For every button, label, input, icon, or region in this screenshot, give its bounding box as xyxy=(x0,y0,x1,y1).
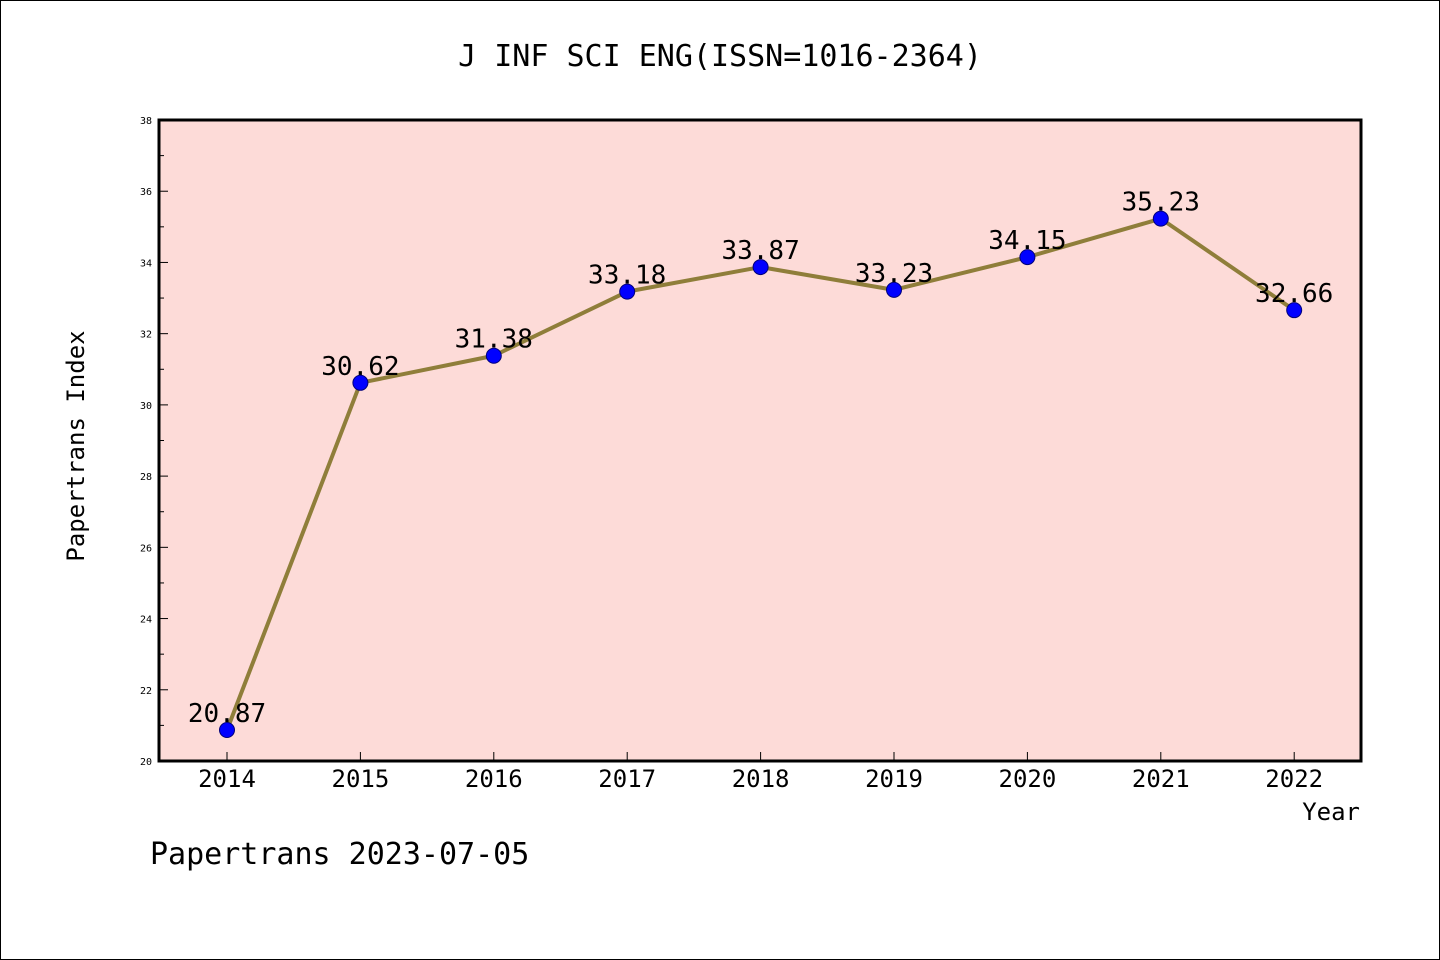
x-tick-label: 2017 xyxy=(598,765,656,793)
x-tick-label: 2016 xyxy=(465,765,523,793)
y-tick-label: 24 xyxy=(140,615,152,626)
data-point xyxy=(485,347,502,364)
data-point xyxy=(219,722,235,739)
data-point xyxy=(352,374,369,391)
y-tick-label: 28 xyxy=(140,472,152,483)
data-point xyxy=(619,283,636,300)
data-point xyxy=(1019,249,1036,266)
y-tick-label: 32 xyxy=(140,330,152,341)
y-tick-label: 30 xyxy=(140,401,152,412)
plot-frame xyxy=(157,118,1363,763)
x-tick-label: 2021 xyxy=(1132,765,1190,793)
y-tick-label: 22 xyxy=(140,686,152,697)
y-tick-label: 34 xyxy=(140,258,152,269)
data-point xyxy=(752,259,769,276)
x-tick-label: 2020 xyxy=(999,765,1057,793)
x-tick-label: 2015 xyxy=(332,765,390,793)
y-tick-label: 38 xyxy=(140,116,152,127)
chart-title: J INF SCI ENG(ISSN=1016-2364) xyxy=(458,39,982,74)
data-point xyxy=(886,281,902,298)
plot-area xyxy=(159,120,1361,761)
data-point xyxy=(1152,210,1169,227)
data-point xyxy=(1286,302,1303,319)
footer-stamp: Papertrans 2023-07-05 xyxy=(150,837,529,872)
x-axis-ticks: 2014 2015 2016 2017 2018 2019 2020 2021 2022 xyxy=(198,752,1323,793)
x-tick-label: 2022 xyxy=(1265,765,1323,793)
x-tick-label: 2014 xyxy=(198,765,256,793)
series-layer: 20.8730.6231.3833.1833.8733.2334.1535.23… xyxy=(188,188,1333,739)
x-tick-label: 2018 xyxy=(732,765,790,793)
x-axis-label: Year xyxy=(1302,798,1360,826)
y-axis-label: Papertrans Index xyxy=(62,330,90,561)
x-tick-label: 2019 xyxy=(865,765,923,793)
y-tick-label: 26 xyxy=(140,543,152,554)
y-tick-label: 20 xyxy=(140,757,152,768)
y-tick-label: 36 xyxy=(140,187,152,198)
